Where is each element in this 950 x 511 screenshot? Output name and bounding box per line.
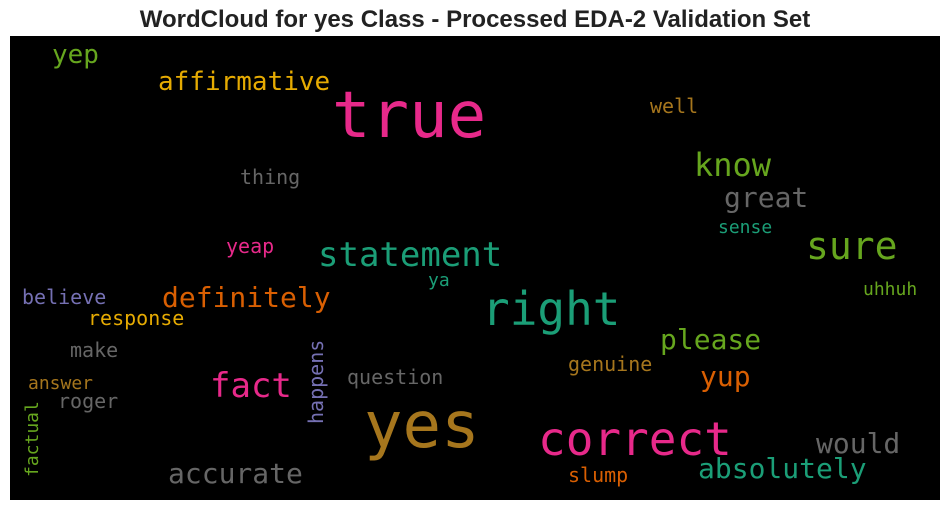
word-question: question [347,365,444,389]
word-accurate: accurate [168,457,303,490]
word-slump: slump [568,463,629,487]
word-answer: answer [28,373,94,394]
word-great: great [724,181,809,214]
word-definitely: definitely [162,281,331,314]
word-sense: sense [718,217,773,238]
word-please: please [660,323,762,356]
word-sure: sure [806,224,898,268]
word-yep: yep [52,40,99,70]
word-affirmative: affirmative [158,67,331,97]
word-thing: thing [240,165,301,189]
word-make: make [70,338,119,362]
word-would: would [816,427,901,460]
word-yeap: yeap [226,234,275,258]
word-roger: roger [58,389,119,413]
word-true: true [332,79,487,153]
word-absolutely: absolutely [698,452,867,485]
word-uhhuh: uhhuh [863,279,918,300]
chart-title: WordCloud for yes Class - Processed EDA-… [139,6,811,33]
word-statement: statement [318,235,503,275]
word-genuine: genuine [568,352,653,376]
word-happens: happens [304,339,328,424]
word-yup: yup [700,360,751,393]
wordcloud-canvas: yes true correct right statement sure fact know… [10,36,940,500]
word-believe: believe [22,285,107,309]
word-well: well [650,94,699,118]
word-factual: factual [22,401,43,477]
word-know: know [694,146,772,184]
word-fact: fact [210,366,292,406]
word-response: response [88,306,185,330]
word-ya: ya [428,270,450,291]
word-correct: correct [538,412,732,466]
word-yes: yes [364,389,480,463]
word-right: right [482,282,621,336]
